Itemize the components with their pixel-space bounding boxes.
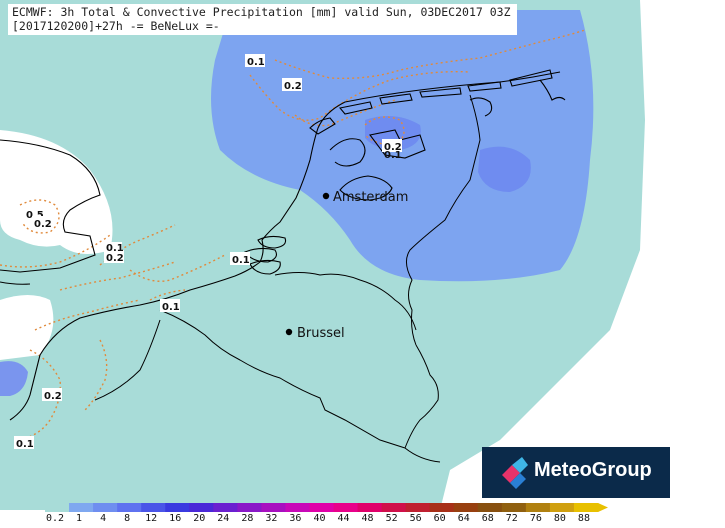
contour-label: 0.1	[384, 150, 402, 161]
colorbar-swatch	[453, 503, 479, 512]
colorbar-swatch	[93, 503, 118, 512]
city-marker-icon	[285, 328, 293, 336]
colorbar-tick-label: 36	[289, 513, 302, 524]
city-marker-icon	[322, 192, 330, 200]
logo-text: MeteoGroup	[534, 459, 652, 481]
contour-label: 0.1	[106, 243, 124, 254]
colorbar-tick-label: 16	[169, 513, 182, 524]
city-label: Brussel	[297, 326, 345, 341]
header-line-2: [2017120200]+27h -= BeNeLux =-	[12, 19, 220, 33]
city-amsterdam: Amsterdam	[322, 190, 408, 205]
contour-label: 0.2	[284, 81, 302, 92]
colorbar-swatch	[525, 503, 551, 512]
contour-label: 0.2	[34, 219, 52, 230]
colorbar-tick-label: 40	[313, 513, 326, 524]
colorbar-tick-label: 56	[409, 513, 422, 524]
colorbar-tick-label: 48	[361, 513, 374, 524]
city-label: Amsterdam	[333, 190, 408, 205]
precip-area-core-2	[365, 116, 421, 150]
colorbar-tick-label: 8	[124, 513, 131, 524]
contour-label: 0.2	[44, 391, 62, 402]
colorbar-swatch	[261, 503, 286, 512]
meteogroup-logo-icon	[502, 457, 528, 489]
dry-area-west-2	[0, 295, 54, 360]
colorbar-swatch	[69, 503, 94, 512]
colorbar-swatch	[165, 503, 190, 512]
colorbar-tick-label: 24	[217, 513, 230, 524]
colorbar-tick-label: 28	[241, 513, 254, 524]
colorbar-tick-label: 20	[193, 513, 206, 524]
colorbar-swatch	[381, 503, 407, 512]
contour-label: 0.5	[26, 210, 44, 221]
contour-lines	[0, 29, 586, 441]
colorbar-swatch	[477, 503, 503, 512]
dry-area-west	[0, 130, 113, 254]
colorbar-swatch	[141, 503, 166, 512]
colorbar-swatch	[117, 503, 142, 512]
colorbar-swatch	[333, 503, 359, 512]
colorbar-swatch	[309, 503, 335, 512]
colorbar-swatch	[405, 503, 431, 512]
colorbar-swatch	[237, 503, 262, 512]
colorbar	[45, 503, 608, 512]
colorbar-swatch	[429, 503, 455, 512]
map-header: ECMWF: 3h Total & Convective Precipitati…	[8, 4, 517, 35]
contour-label: 0.2	[106, 253, 124, 264]
colorbar-tick-label: 64	[457, 513, 470, 524]
contour-label: 0.1	[232, 255, 250, 266]
colorbar-labels: 0.2 1 4 8 12 16 20 24 28 32 36 40 44 48 52 56 60 64 68 72 76…	[0, 513, 725, 527]
colorbar-tick-label: 32	[265, 513, 278, 524]
city-brussel: Brussel	[285, 326, 345, 341]
contour-label: 0.1	[16, 439, 34, 450]
precip-area-core-3	[0, 361, 28, 396]
colorbar-tick-label: 68	[481, 513, 494, 524]
colorbar-tick-label: 88	[577, 513, 590, 524]
coastlines	[0, 69, 566, 421]
contour-labels: 0.1 0.2 0.2 0.1 0.5 0.2 0.1 0.2 0.1 0.1 …	[14, 54, 402, 450]
colorbar-tick-label: 1	[76, 513, 83, 524]
colorbar-swatch	[501, 503, 527, 512]
header-line-1: ECMWF: 3h Total & Convective Precipitati…	[12, 5, 511, 19]
colorbar-tick-label: 72	[505, 513, 518, 524]
colorbar-tick-label: 60	[433, 513, 446, 524]
borders	[94, 94, 481, 463]
colorbar-arrow	[598, 503, 608, 512]
colorbar-swatch	[285, 503, 310, 512]
colorbar-swatch	[549, 503, 575, 512]
contour-label: 0.2	[384, 142, 402, 153]
colorbar-tick-label: 44	[337, 513, 350, 524]
colorbar-tick-label: 12	[145, 513, 158, 524]
colorbar-swatch	[573, 503, 599, 512]
colorbar-swatch	[189, 503, 214, 512]
contour-label: 0.1	[162, 302, 180, 313]
colorbar-tick-label: 4	[100, 513, 107, 524]
colorbar-swatch	[45, 503, 70, 512]
colorbar-tick-label: 76	[529, 513, 542, 524]
contour-label: 0.1	[247, 57, 265, 68]
precip-area-core-1	[478, 146, 531, 192]
colorbar-tick-label: 80	[553, 513, 566, 524]
colorbar-swatch	[357, 503, 383, 512]
meteogroup-logo: MeteoGroup	[482, 447, 670, 498]
colorbar-tick-label: 52	[385, 513, 398, 524]
colorbar-swatch	[213, 503, 238, 512]
colorbar-tick-label: 0.2	[45, 513, 65, 524]
